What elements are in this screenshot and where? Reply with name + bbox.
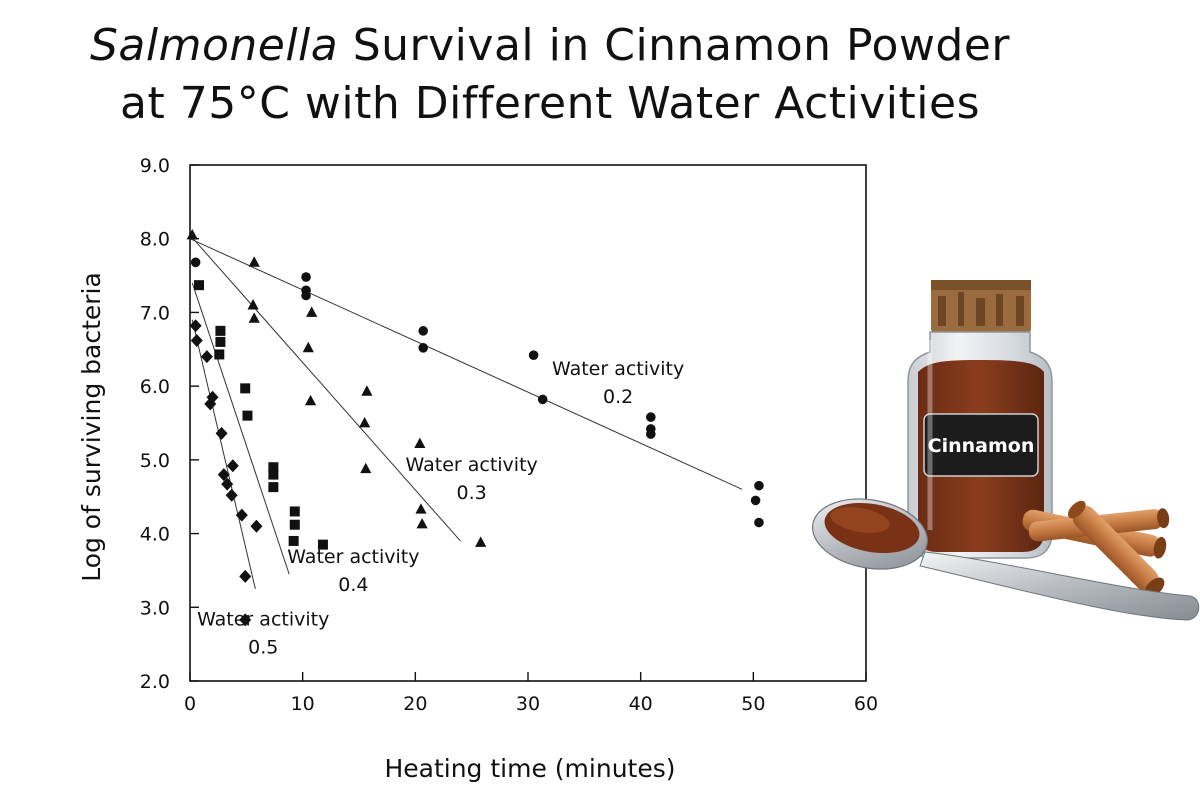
data-point-circle [754, 517, 764, 528]
data-point-circle [301, 272, 311, 282]
data-point-square [289, 506, 300, 517]
jar-icon: Cinnamon [907, 280, 1053, 559]
y-tick-label: 9.0 [140, 155, 170, 177]
data-point-triangle [247, 299, 259, 310]
chart-title-line-1: Salmonella Survival in Cinnamon Powder [0, 18, 1100, 74]
spoon-icon [811, 498, 1200, 621]
y-tick-label: 7.0 [140, 302, 170, 324]
fit-line-square [191, 282, 290, 575]
series-label-line-1: Water activity [197, 609, 329, 631]
data-point-diamond [190, 333, 203, 347]
data-point-square [194, 280, 205, 291]
data-point-square [240, 383, 251, 394]
data-point-square [288, 535, 299, 546]
series-label-line-2: 0.3 [457, 482, 487, 504]
data-point-diamond [226, 459, 239, 473]
data-point-circle [754, 480, 764, 491]
data-point-triangle [186, 229, 198, 240]
data-point-triangle [248, 312, 260, 323]
series-label-line-1: Water activity [287, 546, 419, 568]
y-tick-label: 4.0 [140, 524, 170, 546]
series-labels: Water activity 0.2 Water activity 0.3 Water … [197, 358, 684, 659]
chart-title-line-2: at 75°C with Different Water Activities [120, 78, 980, 129]
data-point-triangle [361, 385, 373, 396]
data-point-triangle [414, 437, 426, 449]
jar-label-plate [923, 413, 1039, 477]
data-point-circle [301, 290, 311, 301]
y-axis-label: Log of surviving bacteria [77, 272, 106, 582]
data-point-triangle [304, 394, 317, 406]
data-point-circle [528, 350, 539, 360]
x-tick-label: 30 [516, 693, 540, 715]
fit-line-circle [189, 238, 743, 490]
data-point-square [268, 462, 279, 473]
data-point-circle [750, 495, 761, 506]
data-point-square [215, 325, 226, 336]
title-line-1-rest: Survival in Cinnamon Powder [338, 20, 1011, 71]
data-point-diamond [239, 569, 252, 583]
data-point-triangle [302, 341, 314, 353]
data-point-circle [646, 429, 656, 439]
x-tick-label: 60 [854, 693, 878, 715]
data-point-square [268, 482, 279, 493]
axes: 0 10 20 30 40 50 60 2.0 3.0 4.0 5.0 6.0 7.0 8.0 9.0 [140, 155, 878, 715]
series-label-line-2: 0.2 [603, 386, 633, 408]
data-point-square [317, 539, 328, 550]
data-point-diamond [217, 468, 230, 482]
cinnamon-sticks-icon [1022, 500, 1170, 598]
cork-texture [938, 292, 1024, 326]
data-point-square [215, 336, 226, 347]
data-point-triangle [248, 256, 260, 267]
data-point-diamond [189, 319, 202, 333]
y-tick-label: 8.0 [140, 229, 170, 251]
data-point-square [214, 349, 225, 360]
title-italic-word: Salmonella [89, 20, 339, 71]
cork-top [931, 280, 1031, 290]
x-tick-label: 40 [629, 693, 653, 715]
x-tick-label: 20 [403, 693, 427, 715]
data-point-diamond [235, 508, 248, 522]
data-point-diamond [200, 350, 213, 364]
data-point-circle [646, 412, 656, 422]
data-point-square [268, 469, 279, 480]
data-point-triangle [416, 517, 428, 529]
plot-frame [189, 164, 867, 682]
data-point-circle [190, 257, 201, 268]
data-point-triangle [360, 462, 372, 474]
data-point-triangle [415, 503, 427, 514]
y-tick-label: 5.0 [140, 450, 170, 472]
fit-line-triangle [189, 234, 461, 542]
data-point-diamond [204, 397, 217, 411]
data-point-circle [418, 343, 429, 353]
series-label-line-2: 0.4 [338, 574, 368, 596]
x-axis-label: Heating time (minutes) [384, 754, 675, 783]
data-point-triangle [359, 417, 371, 428]
data-point-triangle [475, 536, 487, 547]
cinnamon-illustration: Cinnamon [811, 280, 1200, 621]
data-point-triangle [306, 306, 318, 317]
data-point-circle [418, 326, 429, 336]
fit-line-diamond [191, 319, 256, 589]
series-label-line-2: 0.5 [248, 637, 278, 659]
x-tick-label: 50 [741, 693, 765, 715]
data-point-square [289, 519, 300, 530]
fit-lines [189, 234, 743, 589]
data-point-diamond [250, 519, 263, 533]
data-point-diamond [215, 426, 228, 440]
y-tick-label: 6.0 [140, 376, 170, 398]
data-point-circle [537, 394, 548, 405]
data-point-diamond [225, 488, 238, 502]
x-tick-label: 0 [184, 693, 196, 715]
y-tick-label: 3.0 [140, 597, 170, 619]
data-point-square [242, 410, 253, 421]
jar-label-text: Cinnamon [928, 435, 1035, 457]
series-label-line-1: Water activity [552, 358, 684, 380]
y-tick-label: 2.0 [140, 671, 170, 693]
x-tick-label: 10 [291, 693, 315, 715]
series-label-line-1: Water activity [406, 454, 538, 476]
data-point-diamond [221, 477, 234, 491]
data-markers [186, 229, 764, 627]
data-point-diamond [239, 613, 252, 627]
